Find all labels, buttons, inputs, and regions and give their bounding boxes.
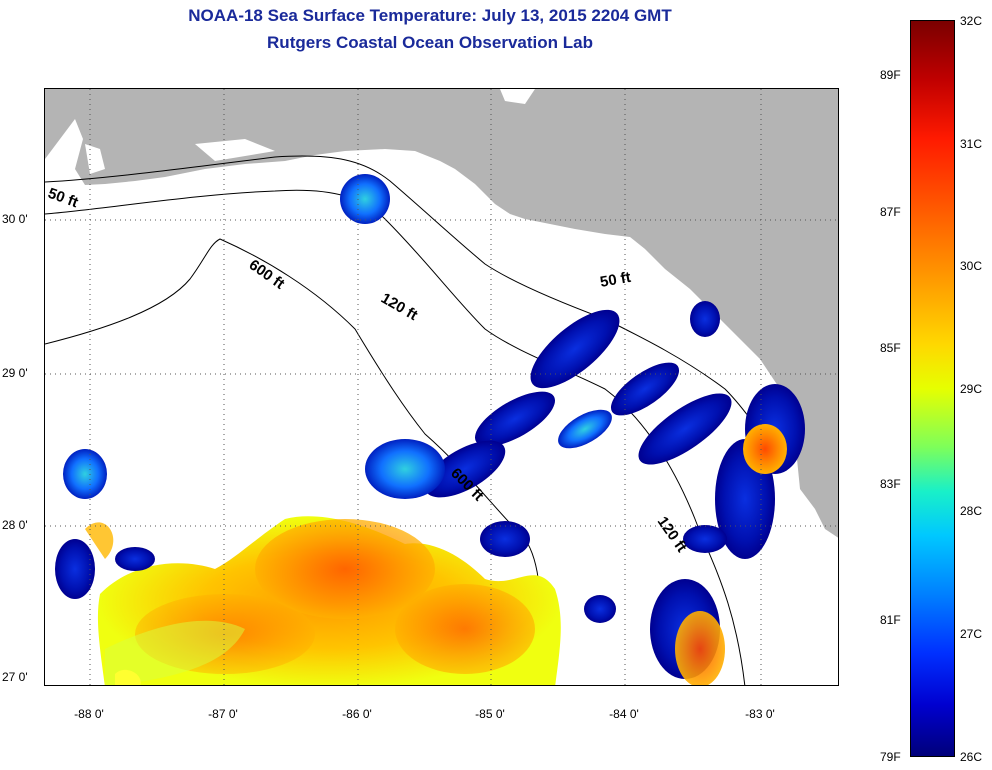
lon-label-87: -87 0': [208, 707, 238, 721]
contour-label-50ft-east: 50 ft: [599, 269, 632, 291]
colorbar-label-26c: 26C: [960, 750, 983, 764]
cold-sst-patches: [55, 174, 805, 685]
warm-sst-region: [85, 516, 561, 685]
colorbar-label-89f: 89F: [880, 68, 901, 82]
colorbar-label-83f: 83F: [880, 477, 901, 491]
colorbar-label-28c: 28C: [960, 504, 983, 518]
colorbar-label-31c: 31C: [960, 137, 983, 151]
colorbar-label-29c: 29C: [960, 382, 983, 396]
lon-label-88: -88 0': [74, 707, 104, 721]
colorbar-label-32c: 32C: [960, 14, 983, 28]
contour-label-120ft-north: 120 ft: [378, 290, 420, 324]
colorbar-label-79f: 79F: [880, 750, 901, 764]
lon-label-86: -86 0': [342, 707, 372, 721]
lat-label-27: 27 0': [2, 670, 28, 684]
lat-label-29: 29 0': [2, 366, 28, 380]
temperature-colorbar: [910, 20, 955, 757]
contour-label-600ft-north: 600 ft: [246, 256, 288, 292]
map-subtitle: Rutgers Coastal Ocean Observation Lab: [267, 33, 593, 52]
colorbar-label-87f: 87F: [880, 205, 901, 219]
map-title: NOAA-18 Sea Surface Temperature: July 13…: [188, 6, 672, 25]
colorbar-label-81f: 81F: [880, 613, 901, 627]
colorbar-label-30c: 30C: [960, 259, 983, 273]
lon-label-83: -83 0': [745, 707, 775, 721]
contour-label-50ft-west: 50 ft: [46, 185, 81, 212]
contour-labels: 50 ft 600 ft 120 ft 50 ft 600 ft 120 ft: [46, 185, 690, 556]
colorbar-label-85f: 85F: [880, 341, 901, 355]
lat-label-30: 30 0': [2, 212, 28, 226]
lat-label-28: 28 0': [2, 518, 28, 532]
sst-map: 50 ft 600 ft 120 ft 50 ft 600 ft 120 ft: [44, 88, 839, 686]
land-mass: [45, 89, 838, 538]
lon-label-85: -85 0': [475, 707, 505, 721]
colorbar-label-27c: 27C: [960, 627, 983, 641]
lon-label-84: -84 0': [609, 707, 639, 721]
